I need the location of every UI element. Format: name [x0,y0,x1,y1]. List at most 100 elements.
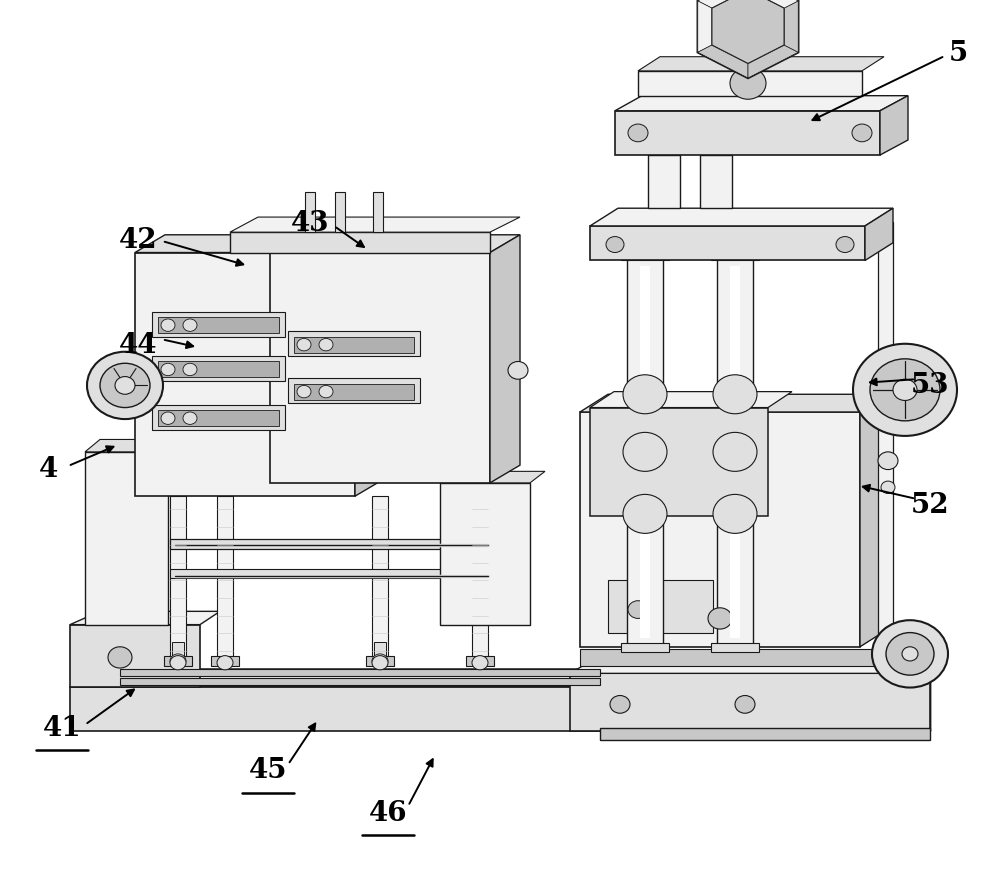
Circle shape [881,481,895,494]
Circle shape [170,656,186,670]
Polygon shape [70,669,930,687]
Bar [621,245,669,260]
Bar [648,155,680,208]
Bar [211,656,239,666]
Circle shape [623,494,667,533]
Polygon shape [590,392,792,408]
Polygon shape [600,728,930,740]
Polygon shape [440,483,530,625]
Polygon shape [490,235,520,483]
Bar [730,266,740,638]
Polygon shape [270,235,520,253]
Circle shape [886,633,934,675]
Circle shape [735,696,755,713]
Circle shape [713,432,757,471]
Bar [472,496,488,660]
Circle shape [623,375,667,414]
Circle shape [183,319,197,331]
Circle shape [872,620,948,688]
Circle shape [878,452,898,470]
Circle shape [730,67,766,99]
Bar [217,496,233,660]
Circle shape [628,124,648,142]
Polygon shape [85,452,168,625]
Polygon shape [865,208,893,260]
Bar [640,266,650,638]
Bar [305,192,315,232]
Polygon shape [230,217,520,232]
Polygon shape [698,0,798,78]
Polygon shape [440,471,545,483]
Circle shape [628,601,648,618]
Polygon shape [170,539,488,549]
Bar [172,642,184,664]
Polygon shape [70,687,930,731]
Text: 42: 42 [119,228,157,254]
Polygon shape [748,45,798,78]
Bar [374,642,386,664]
Polygon shape [158,410,279,426]
Bar [373,192,383,232]
Bar [170,496,186,660]
Circle shape [870,359,940,421]
Polygon shape [580,394,888,412]
Circle shape [853,344,957,436]
Text: 45: 45 [249,758,287,784]
Bar [878,222,893,647]
Bar [164,656,192,666]
Polygon shape [590,208,893,226]
Text: 43: 43 [291,210,329,237]
Circle shape [161,319,175,331]
Text: 4: 4 [38,456,58,483]
Circle shape [372,654,388,668]
Polygon shape [580,649,900,666]
Polygon shape [135,253,355,496]
Polygon shape [712,0,784,64]
Polygon shape [698,0,748,8]
Polygon shape [120,669,600,676]
Polygon shape [615,111,880,155]
Circle shape [472,656,488,670]
Polygon shape [638,71,862,96]
Polygon shape [158,361,279,377]
Polygon shape [615,96,908,111]
Circle shape [852,124,872,142]
Circle shape [100,363,150,408]
Circle shape [183,363,197,376]
Text: 5: 5 [948,40,968,66]
Circle shape [372,656,388,670]
Circle shape [297,385,311,398]
Circle shape [610,696,630,713]
Polygon shape [570,656,930,673]
Polygon shape [270,253,490,483]
Bar [621,643,669,652]
Circle shape [836,237,854,253]
Polygon shape [152,405,285,430]
Circle shape [217,656,233,670]
Bar [608,580,713,633]
Polygon shape [784,1,798,52]
Bar [335,192,345,232]
Polygon shape [158,317,279,333]
Polygon shape [580,412,860,647]
Polygon shape [230,232,490,253]
Circle shape [713,375,757,414]
Polygon shape [860,394,888,647]
Polygon shape [120,678,600,685]
Text: 53: 53 [911,372,949,399]
Text: 44: 44 [119,332,157,359]
Circle shape [161,363,175,376]
Circle shape [161,412,175,424]
Circle shape [508,361,528,379]
Text: 41: 41 [43,715,81,742]
Polygon shape [152,356,285,381]
Polygon shape [590,226,865,260]
Polygon shape [135,235,385,253]
Polygon shape [288,378,420,403]
Polygon shape [355,235,385,496]
Circle shape [708,608,732,629]
Bar [372,496,388,660]
Polygon shape [170,569,488,578]
Polygon shape [288,331,420,356]
Polygon shape [152,312,285,337]
